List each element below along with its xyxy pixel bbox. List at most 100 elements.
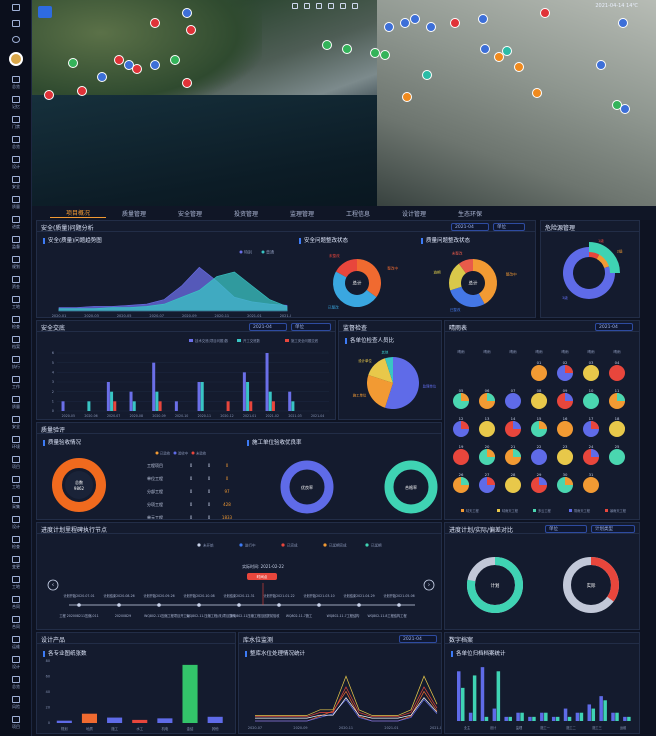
sidebar-item[interactable]: 设计 — [0, 654, 32, 674]
sidebar-item[interactable]: 运维 — [0, 634, 32, 654]
module-tab[interactable]: 质量管理 — [121, 210, 146, 218]
sidebar-item[interactable]: 工地 — [0, 294, 32, 314]
sidebar-item[interactable]: 安全 — [0, 414, 32, 434]
sidebar-item[interactable]: 质量 — [0, 394, 32, 414]
sidebar-item[interactable]: 记忆 — [0, 94, 32, 114]
sidebar-item[interactable]: 风险 — [0, 694, 32, 714]
module-tab[interactable]: 投资管理 — [233, 210, 258, 218]
unit-select[interactable]: 单位 — [493, 223, 525, 231]
map-marker[interactable] — [370, 48, 380, 58]
module-tab[interactable]: 工程信息 — [345, 210, 370, 218]
view-home-button[interactable] — [38, 6, 52, 18]
donut-slice — [458, 259, 473, 274]
map-marker[interactable] — [150, 18, 160, 28]
map-marker[interactable] — [402, 92, 412, 102]
sidebar-item[interactable]: 工地 — [0, 574, 32, 594]
menu-icon — [12, 196, 20, 203]
sidebar-item[interactable]: 工地 — [0, 474, 32, 494]
map-marker[interactable] — [322, 40, 332, 50]
unit-select[interactable]: 单位 — [291, 323, 331, 331]
sidebar-item[interactable]: 项目 — [0, 454, 32, 474]
tool-icon[interactable] — [328, 3, 334, 9]
map-marker[interactable] — [540, 8, 550, 18]
map-marker[interactable] — [77, 86, 87, 96]
sidebar-item[interactable]: 环境 — [0, 434, 32, 454]
bar — [599, 696, 603, 721]
map-marker[interactable] — [514, 62, 524, 72]
map-marker[interactable] — [186, 25, 196, 35]
sidebar-item[interactable]: 采集 — [0, 494, 32, 514]
sidebar-item[interactable]: 合同 — [0, 594, 32, 614]
map-marker[interactable] — [502, 46, 512, 56]
map-marker[interactable] — [97, 72, 107, 82]
sidebar-item[interactable]: 监督 — [0, 234, 32, 254]
map-marker[interactable] — [400, 18, 410, 28]
map-marker[interactable] — [426, 22, 436, 32]
power-button[interactable] — [0, 34, 32, 54]
module-tab[interactable]: 监理管理 — [289, 210, 314, 218]
avatar[interactable] — [9, 52, 23, 66]
sidebar-item[interactable]: 检查 — [0, 534, 32, 554]
sidebar-item[interactable]: 安全 — [0, 174, 32, 194]
map-marker[interactable] — [132, 64, 142, 74]
map-marker[interactable] — [620, 104, 630, 114]
module-tab[interactable]: 设计管理 — [401, 210, 426, 218]
sidebar-item[interactable]: 门禁 — [0, 114, 32, 134]
map-marker[interactable] — [342, 44, 352, 54]
tool-icon[interactable] — [292, 3, 298, 9]
map-marker[interactable] — [182, 78, 192, 88]
sidebar-item[interactable]: 总览 — [0, 74, 32, 94]
map-marker[interactable] — [384, 22, 394, 32]
map-marker[interactable] — [68, 58, 78, 68]
map-marker[interactable] — [494, 52, 504, 62]
sidebar-item[interactable]: 设计 — [0, 514, 32, 534]
map-marker[interactable] — [478, 14, 488, 24]
sidebar-item[interactable]: 检查 — [0, 314, 32, 334]
map-marker[interactable] — [422, 70, 432, 80]
plan-type-select[interactable]: 计划类型 — [591, 525, 635, 533]
sidebar-item[interactable]: 合同 — [0, 614, 32, 634]
sidebar-item[interactable]: 执行 — [0, 354, 32, 374]
tool-icon[interactable] — [340, 3, 346, 9]
map-marker[interactable] — [532, 88, 542, 98]
sidebar-item[interactable]: 档案 — [0, 334, 32, 354]
module-tab[interactable]: 生态环保 — [457, 210, 482, 218]
sidebar-item[interactable] — [0, 2, 32, 22]
map-marker[interactable] — [618, 18, 628, 28]
map-marker[interactable] — [596, 60, 606, 70]
date-select[interactable]: 2021-04 — [249, 323, 287, 331]
map-marker[interactable] — [44, 90, 54, 100]
sidebar-item[interactable]: 项目 — [0, 714, 32, 734]
sidebar-item[interactable]: 变更 — [0, 554, 32, 574]
water-panel: 库水位监测 2021-04 整库水位处理情况统计 2020-07 2020-09 2… — [238, 632, 442, 734]
map-marker[interactable] — [480, 44, 490, 54]
sidebar-item[interactable]: 进度 — [0, 214, 32, 234]
dam-3d-view[interactable]: 2021-04-14 14℃ — [32, 0, 656, 206]
map-marker[interactable] — [410, 14, 420, 24]
map-marker[interactable] — [114, 55, 124, 65]
module-tab[interactable]: 安全管理 — [177, 210, 202, 218]
sidebar-item[interactable]: 资金 — [0, 274, 32, 294]
map-marker[interactable] — [450, 18, 460, 28]
sidebar-item[interactable] — [0, 18, 32, 38]
map-marker[interactable] — [170, 55, 180, 65]
sidebar-item[interactable]: 设计 — [0, 154, 32, 174]
tool-icon[interactable] — [304, 3, 310, 9]
date-select[interactable]: 2021-04 — [451, 223, 489, 231]
map-marker[interactable] — [182, 8, 192, 18]
sidebar-item[interactable]: 工作 — [0, 374, 32, 394]
sidebar-item[interactable]: 规划 — [0, 254, 32, 274]
prev-arrow — [47, 579, 59, 591]
legend-label: 普通 — [266, 249, 274, 255]
map-marker[interactable] — [380, 50, 390, 60]
map-marker[interactable] — [150, 60, 160, 70]
sidebar-item[interactable]: 总览 — [0, 134, 32, 154]
date-select[interactable]: 2021-04 — [595, 323, 633, 331]
module-tab[interactable]: 项目概况 — [50, 208, 106, 218]
sidebar-item[interactable]: 总览 — [0, 674, 32, 694]
tool-icon[interactable] — [352, 3, 358, 9]
sidebar-item[interactable]: 质量 — [0, 194, 32, 214]
unit-select[interactable]: 单位 — [545, 525, 587, 533]
tool-icon[interactable] — [316, 3, 322, 9]
date-select[interactable]: 2021-04 — [399, 635, 437, 643]
